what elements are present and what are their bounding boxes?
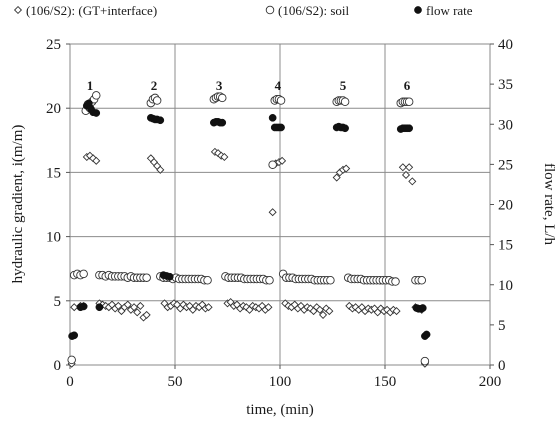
- gt-interface-point: [264, 303, 273, 312]
- legend-marker: [414, 6, 422, 14]
- soil-point: [268, 160, 277, 169]
- peak-label: 5: [340, 78, 347, 93]
- soil-point: [265, 276, 274, 285]
- gt-interface-point: [392, 307, 401, 316]
- left-tick-label: 25: [46, 37, 61, 53]
- soil-point: [404, 97, 414, 107]
- gt-interface-point: [398, 163, 407, 172]
- left-tick-label: 20: [46, 101, 61, 117]
- series-1: [67, 147, 429, 368]
- flow-rate-point: [268, 113, 277, 122]
- gt-interface-point: [204, 303, 213, 312]
- gt-interface-point: [114, 301, 123, 310]
- peak-label: 3: [216, 78, 223, 93]
- gt-interface-point: [315, 305, 324, 314]
- right-axis-ticks: 0 5 10 15 20 25 30 35 40: [490, 37, 513, 374]
- left-axis-ticks: 0 5 10 15 20 25: [46, 37, 70, 374]
- x-tick-label: 150: [374, 374, 397, 390]
- soil-point: [217, 93, 227, 103]
- gt-interface-point: [342, 164, 351, 173]
- soil-point: [152, 96, 162, 105]
- legend-marker: [13, 5, 23, 15]
- gt-interface-point: [92, 156, 101, 165]
- right-tick-label: 25: [498, 157, 513, 173]
- flow-rate-point: [341, 124, 349, 133]
- soil-point: [417, 276, 427, 285]
- flow-rate-point: [92, 109, 101, 117]
- gt-interface-point: [70, 303, 79, 312]
- flow-rate-point: [156, 116, 165, 125]
- soil-point: [67, 355, 76, 365]
- flow-rate-point: [218, 118, 227, 127]
- y-left-axis-title: hydraulic gradient, i(m/m): [10, 125, 26, 284]
- flow-rate-point: [422, 330, 431, 339]
- series-layer: [67, 91, 431, 368]
- flow-rate-point: [95, 303, 104, 312]
- flow-rate-point: [277, 123, 285, 132]
- flow-rate-point: [405, 124, 413, 133]
- gt-interface-point: [136, 301, 145, 310]
- gt-interface-point: [142, 310, 151, 319]
- right-tick-label: 5: [498, 318, 506, 334]
- gt-interface-point: [156, 165, 165, 174]
- x-tick-label: 50: [168, 374, 183, 390]
- gt-interface-point: [130, 303, 139, 312]
- gt-interface-point: [405, 163, 414, 172]
- right-tick-label: 40: [498, 37, 513, 53]
- left-tick-label: 5: [54, 294, 62, 310]
- gt-interface-point: [133, 308, 142, 317]
- series-2: [67, 91, 430, 366]
- gt-interface-point: [220, 152, 229, 162]
- left-tick-label: 0: [54, 358, 62, 374]
- y-right-axis-title: flow rate, L/h: [541, 163, 555, 246]
- right-tick-label: 10: [498, 278, 513, 294]
- soil-point: [203, 276, 212, 285]
- legend-marker: [265, 5, 275, 15]
- flow-rate-point: [79, 302, 88, 311]
- gt-interface-point: [325, 307, 334, 316]
- gt-interface-point: [268, 208, 277, 217]
- x-axis-ticks: 0 50 100 150 200: [66, 365, 501, 390]
- right-tick-label: 30: [498, 117, 513, 133]
- legend-label: flow rate: [426, 3, 473, 18]
- peak-label: 6: [404, 78, 411, 93]
- soil-point: [79, 269, 88, 279]
- right-tick-label: 0: [498, 358, 506, 374]
- left-tick-label: 15: [46, 165, 61, 181]
- soil-point: [340, 97, 350, 107]
- gt-interface-point: [332, 173, 341, 182]
- x-tick-label: 100: [269, 374, 292, 390]
- peak-label: 4: [275, 78, 282, 93]
- x-axis-title: time, (min): [246, 402, 314, 418]
- peak-label: 1: [87, 78, 94, 93]
- gt-interface-point: [278, 156, 287, 165]
- x-tick-label: 0: [66, 374, 74, 390]
- x-tick-label: 200: [479, 374, 502, 390]
- legend: (106/S2): (GT+interface) (106/S2): soil fl…: [13, 3, 473, 18]
- peak-labels: 1 2 3 4 5 6: [87, 78, 411, 93]
- soil-point: [276, 96, 286, 105]
- gt-interface-point: [123, 300, 132, 309]
- series-3: [68, 99, 431, 340]
- soil-point: [142, 273, 151, 282]
- right-tick-label: 20: [498, 198, 513, 214]
- legend-label: (106/S2): soil: [278, 3, 350, 18]
- peak-label: 2: [151, 78, 158, 93]
- gt-interface-point: [319, 310, 328, 319]
- gt-interface-point: [408, 177, 417, 186]
- left-tick-label: 10: [46, 230, 61, 246]
- flow-rate-point: [165, 272, 174, 281]
- soil-point: [391, 277, 400, 286]
- gt-interface-point: [401, 170, 411, 180]
- soil-point: [420, 356, 430, 366]
- right-tick-label: 35: [498, 77, 513, 93]
- flow-rate-point: [70, 331, 79, 340]
- soil-point: [326, 276, 335, 285]
- right-tick-label: 15: [498, 238, 513, 254]
- flow-rate-point: [418, 304, 427, 312]
- legend-label: (106/S2): (GT+interface): [26, 3, 157, 18]
- soil-point: [91, 91, 101, 100]
